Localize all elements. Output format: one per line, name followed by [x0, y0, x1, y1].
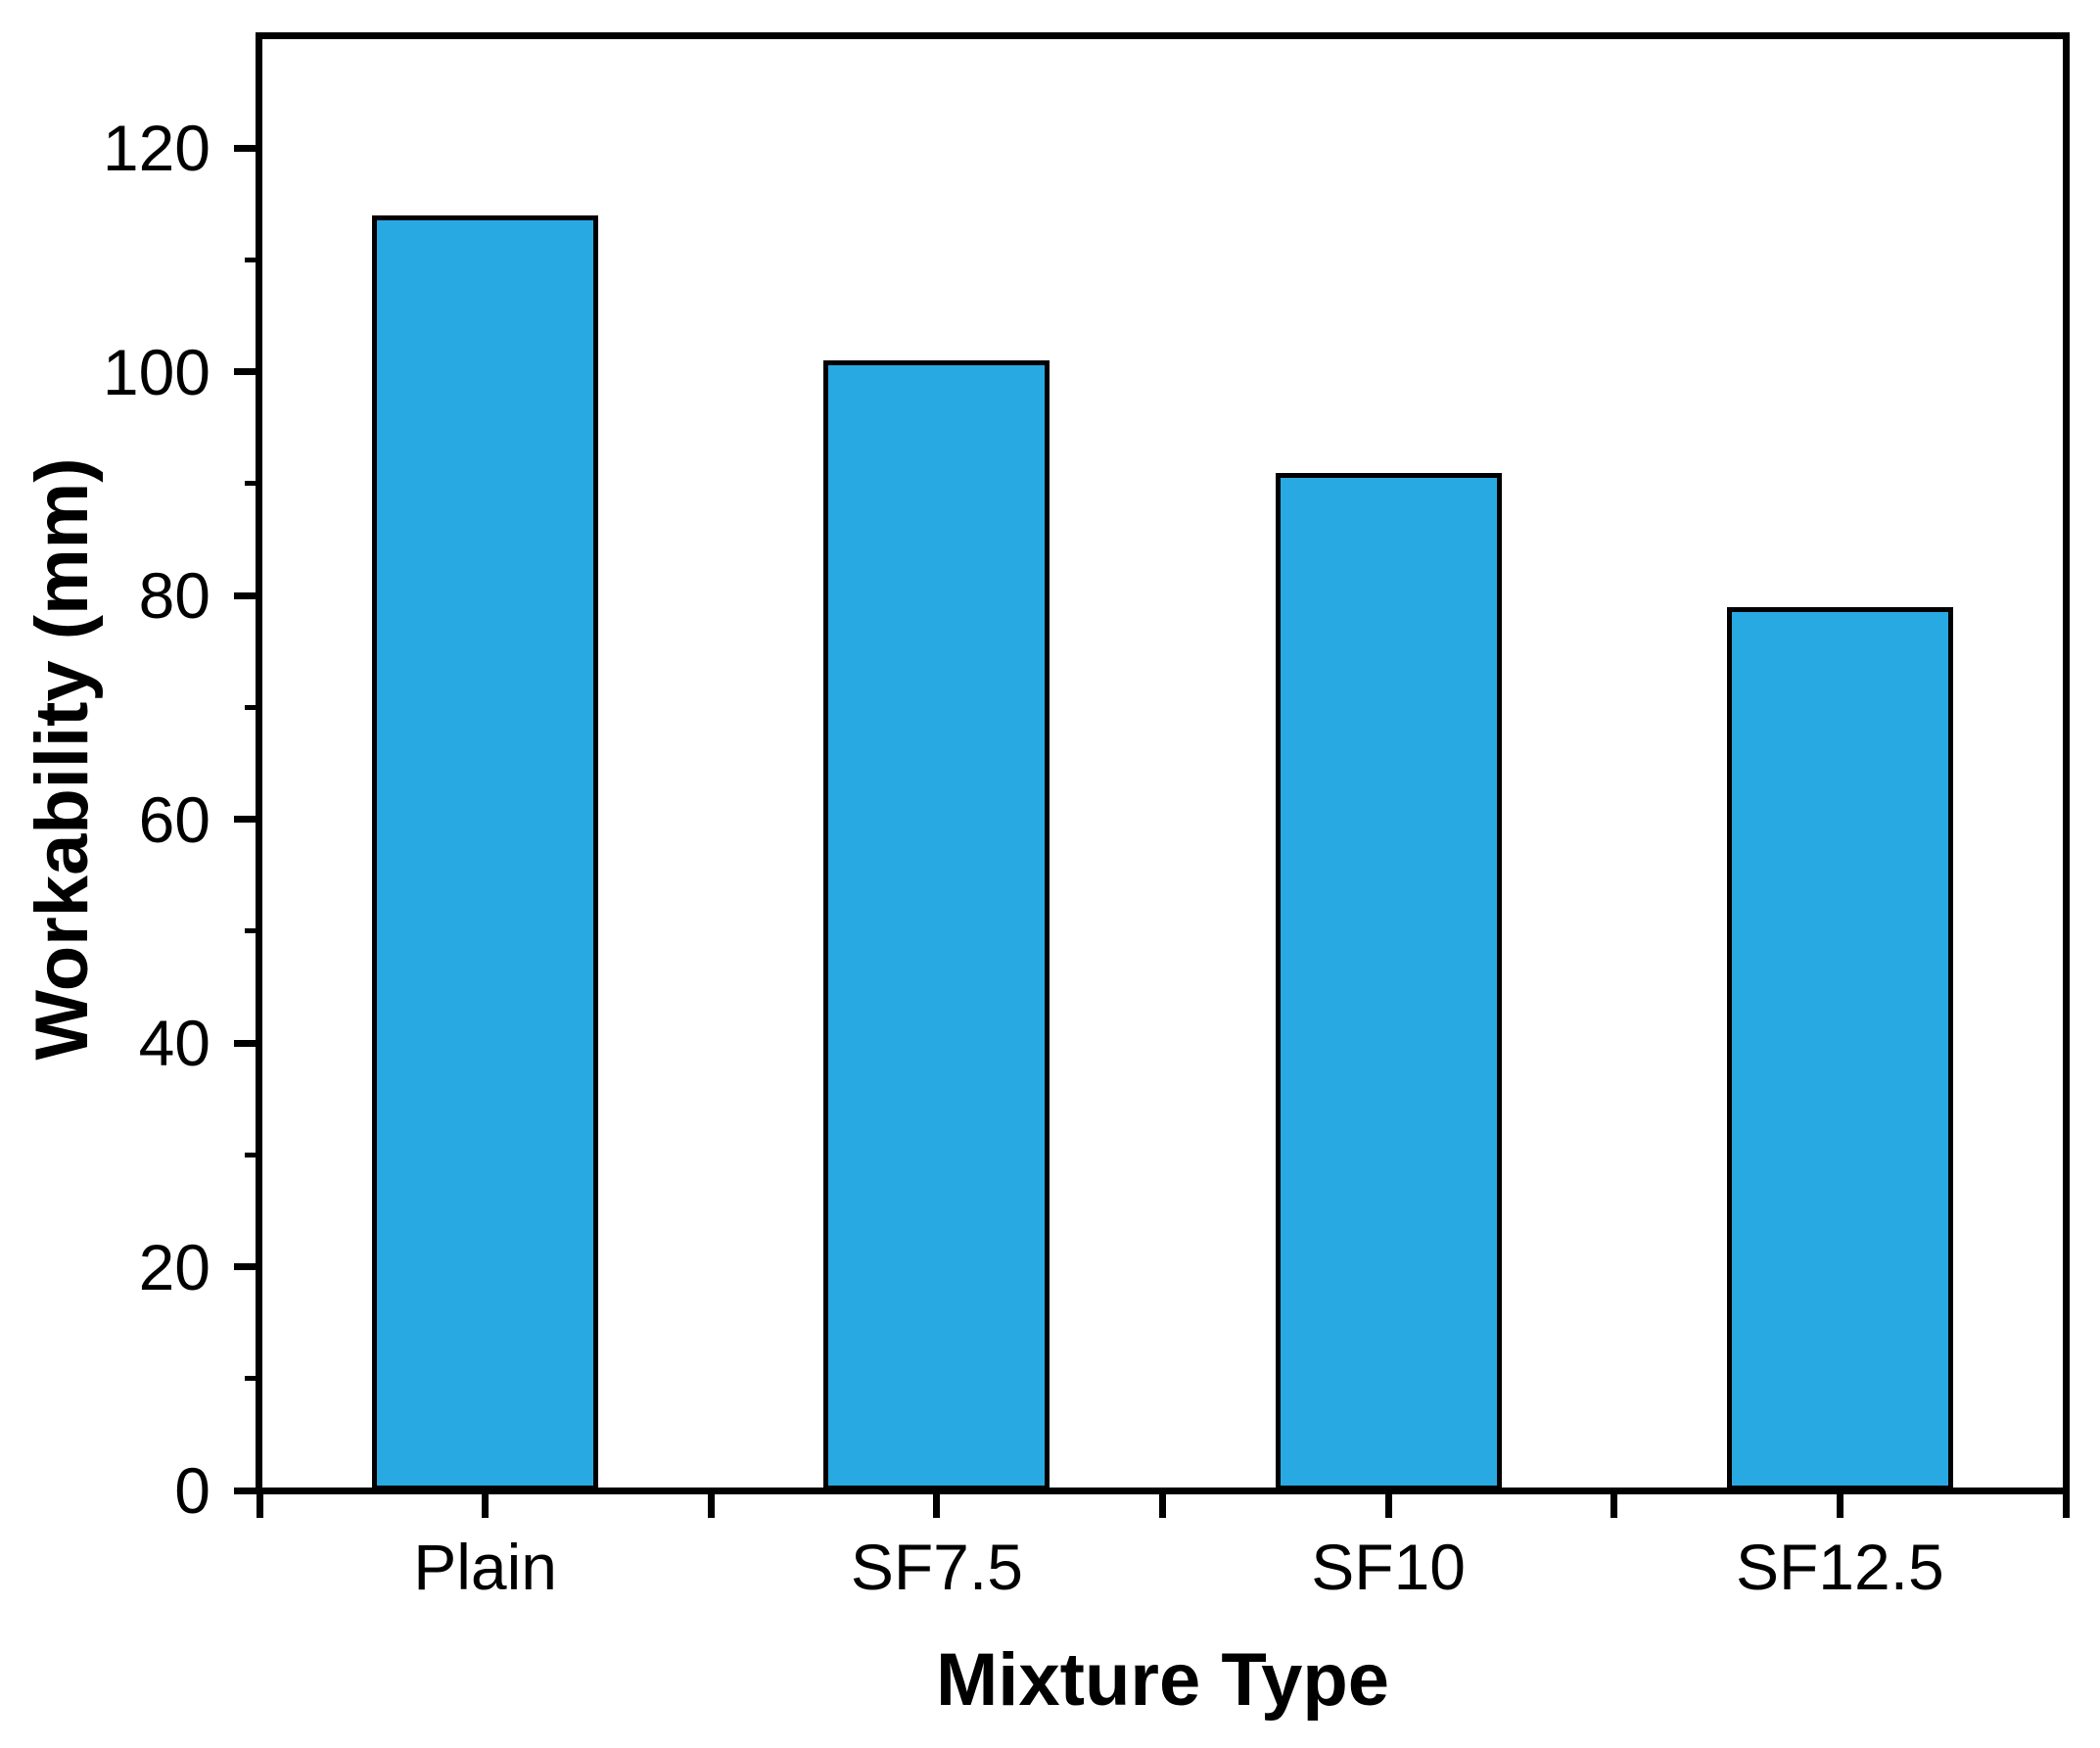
- y-major-tick: [234, 144, 256, 152]
- x-axis-title: Mixture Type: [935, 1638, 1390, 1722]
- y-tick-label: 100: [102, 335, 210, 408]
- bar-sf75: [823, 360, 1050, 1490]
- y-tick-label: 120: [102, 112, 210, 185]
- right-axis-spine: [2063, 32, 2070, 1494]
- x-category-label: Plain: [413, 1531, 557, 1603]
- y-tick-label: 40: [138, 1007, 210, 1080]
- bar-sf125: [1726, 606, 1953, 1490]
- y-major-tick: [234, 1487, 256, 1494]
- y-minor-tick: [245, 1152, 256, 1157]
- y-tick-label: 60: [138, 782, 210, 856]
- y-tick-label: 80: [138, 559, 210, 633]
- left-axis-spine: [256, 32, 262, 1494]
- bottom-axis-spine: [256, 1488, 2070, 1494]
- x-tick: [1159, 1494, 1166, 1518]
- y-minor-tick: [245, 1376, 256, 1382]
- y-minor-tick: [245, 928, 256, 934]
- y-tick-label: 20: [138, 1230, 210, 1303]
- x-category-label: SF12.5: [1735, 1531, 1944, 1603]
- x-tick: [256, 1494, 263, 1518]
- top-axis-spine: [256, 32, 2070, 39]
- y-major-tick: [234, 1263, 256, 1271]
- y-minor-tick: [245, 704, 256, 710]
- x-tick: [1836, 1494, 1843, 1518]
- x-tick: [707, 1494, 715, 1518]
- x-tick: [1384, 1494, 1392, 1518]
- y-axis-title: Workability (mm): [21, 457, 104, 1061]
- bar-sf10: [1275, 472, 1502, 1490]
- x-tick: [933, 1494, 941, 1518]
- plot-area: 0 20 40 60 80 100 120 Plain SF7.5 SF10 SF12.5 Mixt…: [103, 32, 2070, 1720]
- x-category-label: SF10: [1311, 1531, 1466, 1603]
- x-category-label: SF7.5: [850, 1531, 1023, 1603]
- y-major-tick: [234, 1039, 256, 1047]
- x-tick: [482, 1494, 490, 1518]
- y-tick-label: 0: [174, 1454, 210, 1527]
- y-major-tick: [234, 816, 256, 824]
- y-major-tick: [234, 591, 256, 599]
- y-minor-tick: [245, 257, 256, 262]
- x-tick: [2062, 1494, 2070, 1518]
- x-tick: [1610, 1494, 1618, 1518]
- bar-plain: [372, 214, 599, 1490]
- y-minor-tick: [245, 481, 256, 487]
- y-major-tick: [234, 368, 256, 376]
